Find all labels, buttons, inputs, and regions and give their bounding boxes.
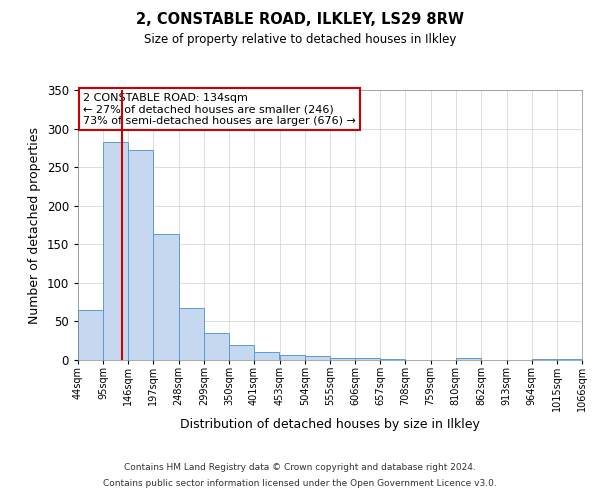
Bar (254, 352, 279, 360)
Y-axis label: Number of detached properties: Number of detached properties (28, 126, 41, 324)
Bar (355, 358, 380, 360)
Text: 2 CONSTABLE ROAD: 134sqm
← 27% of detached houses are smaller (246)
73% of semi-: 2 CONSTABLE ROAD: 134sqm ← 27% of detach… (83, 92, 356, 126)
Bar (128, 150, 154, 360)
Bar (557, 359, 582, 360)
Bar (305, 356, 330, 360)
Bar (154, 234, 179, 360)
Bar (456, 358, 481, 360)
Bar (280, 354, 305, 360)
Bar (179, 308, 204, 360)
Text: 2, CONSTABLE ROAD, ILKLEY, LS29 8RW: 2, CONSTABLE ROAD, ILKLEY, LS29 8RW (136, 12, 464, 28)
Text: Contains public sector information licensed under the Open Government Licence v3: Contains public sector information licen… (103, 478, 497, 488)
Bar (78, 310, 103, 360)
X-axis label: Distribution of detached houses by size in Ilkley: Distribution of detached houses by size … (180, 418, 480, 431)
Bar (204, 333, 229, 360)
Text: Size of property relative to detached houses in Ilkley: Size of property relative to detached ho… (144, 32, 456, 46)
Bar (103, 142, 128, 360)
Bar (229, 344, 254, 360)
Bar (532, 359, 557, 360)
Bar (380, 359, 406, 360)
Text: Contains HM Land Registry data © Crown copyright and database right 2024.: Contains HM Land Registry data © Crown c… (124, 464, 476, 472)
Bar (330, 358, 355, 360)
